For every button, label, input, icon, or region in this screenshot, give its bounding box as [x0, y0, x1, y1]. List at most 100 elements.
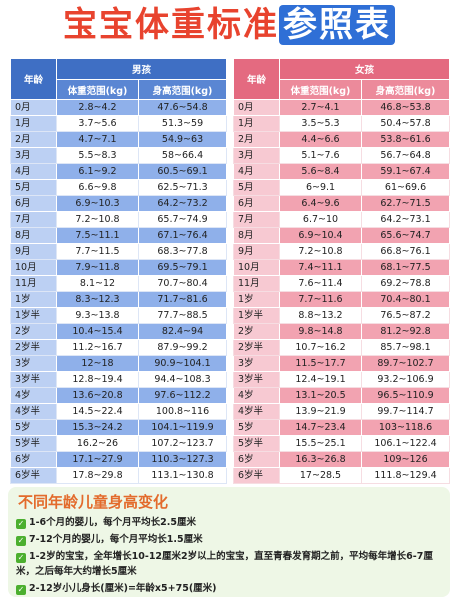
age-cell: 0月: [233, 99, 280, 116]
table-row: 1月 3.5~5.3 50.4~57.8: [233, 115, 451, 132]
table-row: 6岁半 17.8~29.8 113.1~130.8: [10, 467, 228, 484]
range-cell: 8.8~13.2: [279, 307, 362, 324]
range-cell: 59.1~67.4: [360, 163, 451, 180]
range-cell: 17~28.5: [279, 467, 362, 484]
range-cell: 96.5~110.9: [360, 387, 451, 404]
column-header: 体重范围(kg): [279, 79, 362, 100]
range-cell: 111.8~129.4: [360, 467, 451, 484]
range-cell: 7.9~11.8: [56, 259, 139, 276]
range-cell: 93.2~106.9: [360, 371, 451, 388]
head-row: 体重范围(kg) 身高范围(kg): [11, 79, 228, 100]
age-cell: 1岁半: [233, 307, 280, 324]
age-cell: 4岁半: [233, 403, 280, 420]
range-cell: 4.4~6.6: [279, 131, 362, 148]
range-cell: 5.1~7.6: [279, 147, 362, 164]
range-cell: 50.4~57.8: [360, 115, 451, 132]
range-cell: 5.5~8.3: [56, 147, 139, 164]
age-cell: 9月: [233, 243, 280, 260]
age-cell: 2岁半: [10, 339, 57, 356]
table-row: 5月 6.6~9.8 62.5~71.3: [10, 179, 228, 196]
range-cell: 69.2~78.8: [360, 275, 451, 292]
age-cell: 2岁: [233, 323, 280, 340]
table-row: 4岁 13.6~20.8 97.6~112.2: [10, 387, 228, 404]
range-cell: 11.2~16.7: [56, 339, 139, 356]
range-cell: 2.8~4.2: [56, 99, 139, 116]
range-cell: 70.7~80.4: [137, 275, 228, 292]
table-row: 1岁 8.3~12.3 71.7~81.6: [10, 291, 228, 308]
table-row: 4月 6.1~9.2 60.5~69.1: [10, 163, 228, 180]
range-cell: 14.5~22.4: [56, 403, 139, 420]
range-cell: 77.7~88.5: [137, 307, 228, 324]
head-row: 年龄 男孩: [10, 58, 228, 100]
range-cell: 6.1~9.2: [56, 163, 139, 180]
age-cell: 9月: [10, 243, 57, 260]
table-head: 年龄 男孩 体重范围(kg) 身高范围(kg): [10, 58, 228, 100]
table-row: 5岁半 15.5~25.1 106.1~122.4: [233, 435, 451, 452]
table-row: 4月 5.6~8.4 59.1~67.4: [233, 163, 451, 180]
range-cell: 15.5~25.1: [279, 435, 362, 452]
note-text: 7-12个月的婴儿，每个月平均长1.5厘米: [29, 534, 203, 545]
range-cell: 8.1~12: [56, 275, 139, 292]
age-cell: 8月: [233, 227, 280, 244]
range-cell: 94.4~108.3: [137, 371, 228, 388]
age-cell: 10月: [10, 259, 57, 276]
table-row: 11月 8.1~12 70.7~80.4: [10, 275, 228, 292]
range-cell: 68.1~77.5: [360, 259, 451, 276]
range-cell: 46.8~53.8: [360, 99, 451, 116]
age-cell: 7月: [10, 211, 57, 228]
range-cell: 97.6~112.2: [137, 387, 228, 404]
title-highlight: 参照表: [279, 5, 395, 45]
range-cell: 6~9.1: [279, 179, 362, 196]
age-cell: 3岁: [10, 355, 57, 372]
table-row: 10月 7.9~11.8 69.5~79.1: [10, 259, 228, 276]
table-row: 8月 6.9~10.4 65.6~74.7: [233, 227, 451, 244]
age-cell: 4月: [233, 163, 280, 180]
checkbox-icon: ✓: [16, 553, 26, 563]
column-header: 身高范围(kg): [137, 79, 228, 100]
notes-title: 不同年龄儿童身高变化: [18, 493, 169, 511]
range-cell: 58~66.4: [137, 147, 228, 164]
range-cell: 109~126: [360, 451, 451, 468]
range-cell: 61~69.6: [360, 179, 451, 196]
table-row: 5岁 15.3~24.2 104.1~119.9: [10, 419, 228, 436]
range-cell: 6.9~10.4: [279, 227, 362, 244]
range-cell: 53.8~61.6: [360, 131, 451, 148]
column-header: 身高范围(kg): [360, 79, 451, 100]
checkbox-icon: ✓: [16, 536, 26, 546]
range-cell: 67.1~76.4: [137, 227, 228, 244]
age-cell: 3岁半: [233, 371, 280, 388]
group-header: 男孩: [55, 58, 228, 80]
range-cell: 113.1~130.8: [137, 467, 228, 484]
range-cell: 6.4~9.6: [279, 195, 362, 212]
range-cell: 6.6~9.8: [56, 179, 139, 196]
range-cell: 16.3~26.8: [279, 451, 362, 468]
range-cell: 69.5~79.1: [137, 259, 228, 276]
table-row: 9月 7.7~11.5 68.3~77.8: [10, 243, 228, 260]
age-cell: 1月: [233, 115, 280, 132]
table-row: 3月 5.1~7.6 56.7~64.8: [233, 147, 451, 164]
range-cell: 13.9~21.9: [279, 403, 362, 420]
age-cell: 5月: [10, 179, 57, 196]
table-row: 11月 7.6~11.4 69.2~78.8: [233, 275, 451, 292]
range-cell: 4.7~7.1: [56, 131, 139, 148]
table-row: 1月 3.7~5.6 51.3~59: [10, 115, 228, 132]
age-cell: 4岁: [233, 387, 280, 404]
table-row: 2月 4.7~7.1 54.9~63: [10, 131, 228, 148]
range-cell: 71.7~81.6: [137, 291, 228, 308]
age-cell: 5岁: [233, 419, 280, 436]
age-cell: 2月: [233, 131, 280, 148]
age-cell: 8月: [10, 227, 57, 244]
age-cell: 1岁半: [10, 307, 57, 324]
table-row: 10月 7.4~11.1 68.1~77.5: [233, 259, 451, 276]
range-cell: 17.8~29.8: [56, 467, 139, 484]
age-cell: 2岁: [10, 323, 57, 340]
range-cell: 81.2~92.8: [360, 323, 451, 340]
age-cell: 5月: [233, 179, 280, 196]
table-row: 1岁半 8.8~13.2 76.5~87.2: [233, 307, 451, 324]
range-cell: 62.5~71.3: [137, 179, 228, 196]
age-cell: 0月: [10, 99, 57, 116]
table-row: 3岁 11.5~17.7 89.7~102.7: [233, 355, 451, 372]
range-cell: 65.7~74.9: [137, 211, 228, 228]
range-cell: 60.5~69.1: [137, 163, 228, 180]
range-cell: 62.7~71.5: [360, 195, 451, 212]
